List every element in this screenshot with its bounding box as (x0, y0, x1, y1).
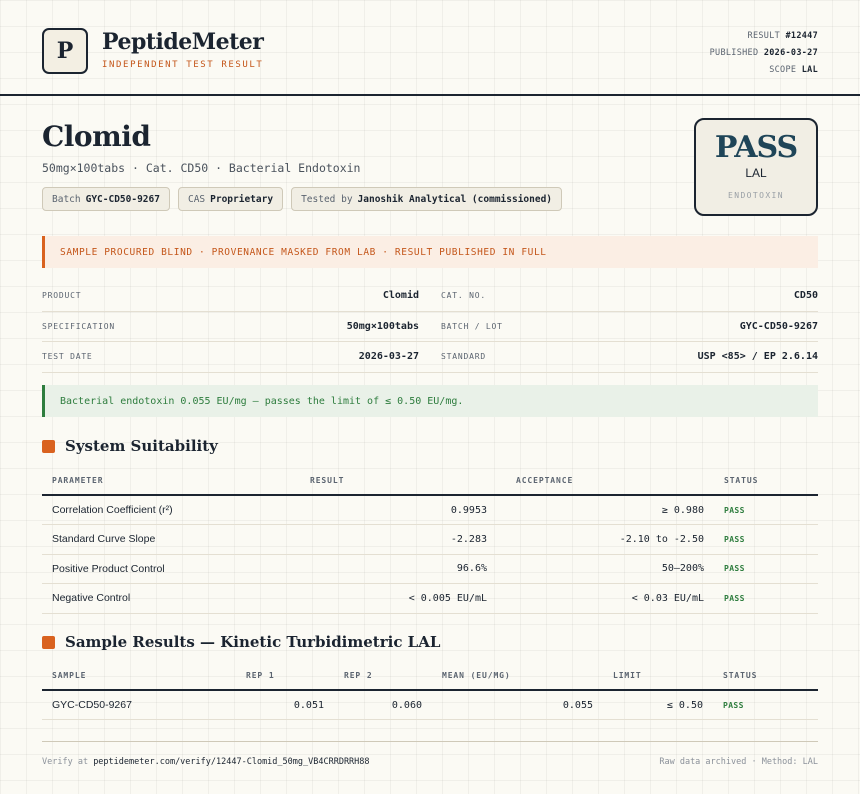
table-row: Positive Product Control 96.6% 50–200% PASS (42, 554, 818, 584)
verdict-method: LAL (745, 166, 767, 180)
blind-notice-banner: SAMPLE PROCURED BLIND · PROVENANCE MASKE… (42, 236, 818, 268)
table-row: GYC-CD50-9267 0.051 0.060 0.055 ≤ 0.50 PASS (42, 690, 818, 720)
suitability-section-title: System Suitability (42, 437, 218, 455)
product-subtitle: 50mg×100tabs · Cat. CD50 · Bacterial End… (42, 161, 361, 175)
info-label: TEST DATE (42, 352, 93, 362)
sample-cell: GYC-CD50-9267 (42, 690, 236, 720)
result-meta: RESULT #12447 PUBLISHED 2026-03-27 SCOPE… (710, 28, 818, 79)
brand-name: PeptideMeter (102, 29, 264, 55)
acceptance-cell: 50–200% (497, 554, 714, 584)
info-label: SPECIFICATION (42, 321, 116, 331)
info-label: PRODUCT (42, 291, 82, 301)
report-footer: Verify at peptidemeter.com/verify/12447-… (42, 741, 818, 767)
mean-cell: 0.055 (432, 690, 603, 720)
info-label: CAT. NO. (441, 291, 486, 301)
col-rep2: REP 2 (334, 662, 432, 691)
parameter-cell: Positive Product Control (42, 554, 252, 584)
samples-table: SAMPLE REP 1 REP 2 MEAN (EU/MG) LIMIT ST… (42, 662, 818, 720)
limit-cell: ≤ 0.50 (603, 690, 713, 720)
col-status: STATUS (714, 467, 818, 496)
tested-by-chip: Tested by Janoshik Analytical (commission… (291, 187, 563, 211)
col-mean: MEAN (EU/MG) (432, 662, 603, 691)
info-label: BATCH / LOT (441, 321, 503, 331)
product-info-grid: PRODUCT Clomid CAT. NO. CD50 SPECIFICATION… (42, 281, 818, 373)
info-value: USP <85> / EP 2.6.14 (697, 351, 818, 363)
acceptance-cell: < 0.03 EU/mL (497, 583, 714, 614)
table-header-row: PARAMETER RESULT ACCEPTANCE STATUS (42, 467, 818, 496)
table-header-row: SAMPLE REP 1 REP 2 MEAN (EU/MG) LIMIT ST… (42, 662, 818, 691)
parameter-cell: Correlation Coefficient (r²) (42, 495, 252, 525)
section-marker-icon (42, 635, 55, 649)
status-badge: PASS (714, 495, 818, 525)
published-line: PUBLISHED 2026-03-27 (709, 48, 818, 58)
brand-logo: P (42, 28, 88, 74)
info-value: 50mg×100tabs (346, 320, 419, 332)
info-row: SPECIFICATION 50mg×100tabs BATCH / LOT GYC… (42, 312, 818, 342)
col-acceptance: ACCEPTANCE (497, 467, 714, 496)
acceptance-cell: ≥ 0.980 (497, 495, 714, 525)
rep1-cell: 0.051 (236, 690, 334, 720)
parameter-cell: Negative Control (42, 583, 252, 614)
status-badge: PASS (714, 524, 818, 555)
scope-value: LAL (801, 65, 818, 75)
status-badge: PASS (714, 583, 818, 614)
published-date: 2026-03-27 (763, 48, 818, 58)
result-id: #12447 (785, 31, 818, 41)
section-marker-icon (42, 439, 55, 453)
col-sample: SAMPLE (42, 662, 236, 691)
col-limit: LIMIT (603, 662, 713, 691)
brand-tagline: INDEPENDENT TEST RESULT (102, 60, 264, 70)
info-value: 2026-03-27 (358, 351, 419, 363)
table-row: Negative Control < 0.005 EU/mL < 0.03 EU/m… (42, 583, 818, 614)
report-header: P PeptideMeter INDEPENDENT TEST RESULT R… (0, 0, 860, 96)
info-value: CD50 (793, 290, 818, 302)
archive-note: Raw data archived · Method: LAL (659, 757, 818, 767)
col-status: STATUS (713, 662, 818, 691)
product-chips: Batch GYC-CD50-9267 CAS Proprietary Tested… (42, 187, 563, 211)
summary-banner: Bacterial endotoxin 0.055 EU/mg — passes… (42, 385, 818, 417)
suitability-table: PARAMETER RESULT ACCEPTANCE STATUS Corre… (42, 467, 818, 614)
verify-link[interactable]: peptidemeter.com/verify/12447-Clomid_50m… (93, 757, 370, 767)
samples-section-title: Sample Results — Kinetic Turbidimetric L… (42, 633, 440, 651)
cas-chip: CAS Proprietary (177, 187, 284, 211)
result-cell: 0.9953 (252, 495, 497, 525)
parameter-cell: Standard Curve Slope (42, 524, 252, 555)
info-value: GYC-CD50-9267 (739, 320, 818, 332)
status-badge: PASS (714, 554, 818, 584)
verify-line: Verify at peptidemeter.com/verify/12447-… (42, 757, 370, 767)
verdict-stamp: PASS LAL ENDOTOXIN (694, 118, 818, 216)
verdict-test: ENDOTOXIN (728, 191, 784, 200)
status-badge: PASS (713, 690, 818, 720)
rep2-cell: 0.060 (334, 690, 432, 720)
result-cell: 96.6% (252, 554, 497, 584)
verdict-word: PASS (714, 130, 798, 165)
product-title: Clomid (42, 120, 151, 153)
info-row: PRODUCT Clomid CAT. NO. CD50 (42, 281, 818, 312)
result-cell: -2.283 (252, 524, 497, 555)
col-parameter: PARAMETER (42, 467, 252, 496)
result-cell: < 0.005 EU/mL (252, 583, 497, 614)
table-row: Standard Curve Slope -2.283 -2.10 to -2.50… (42, 524, 818, 555)
batch-chip: Batch GYC-CD50-9267 (42, 187, 170, 211)
col-rep1: REP 1 (236, 662, 334, 691)
scope-line: SCOPE LAL (769, 65, 818, 75)
result-id-line: RESULT #12447 (747, 31, 818, 41)
info-label: STANDARD (441, 352, 486, 362)
acceptance-cell: -2.10 to -2.50 (497, 524, 714, 555)
table-row: Correlation Coefficient (r²) 0.9953 ≥ 0.98… (42, 495, 818, 525)
col-result: RESULT (252, 467, 497, 496)
info-value: Clomid (382, 290, 419, 302)
info-row: TEST DATE 2026-03-27 STANDARD USP <85> / E… (42, 342, 818, 373)
